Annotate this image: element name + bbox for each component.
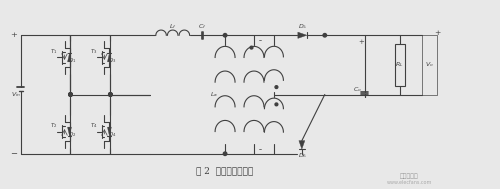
Text: +: + (358, 38, 364, 46)
Text: $C_f$: $C_f$ (198, 22, 207, 31)
Text: $C_o$: $C_o$ (353, 85, 362, 94)
Circle shape (108, 93, 112, 96)
Polygon shape (68, 127, 71, 136)
Circle shape (69, 93, 72, 96)
Text: $D_6$: $D_6$ (298, 151, 307, 160)
Circle shape (250, 46, 253, 49)
Polygon shape (108, 127, 112, 136)
Text: $D_2$: $D_2$ (68, 130, 76, 139)
Text: 电子发烧友: 电子发烧友 (400, 173, 419, 179)
Text: $D_5$: $D_5$ (298, 22, 307, 31)
Text: 图 2  整流柜拓扑简图: 图 2 整流柜拓扑简图 (196, 167, 254, 176)
Text: $D_4$: $D_4$ (108, 130, 116, 139)
Circle shape (224, 152, 227, 156)
Text: $T_4$: $T_4$ (90, 121, 98, 130)
Text: $T_1$: $T_1$ (50, 47, 58, 56)
Bar (422, 35, 437, 94)
Text: $D_1$: $D_1$ (68, 56, 76, 65)
Text: $L_f$: $L_f$ (169, 22, 176, 31)
Circle shape (108, 93, 112, 96)
Circle shape (275, 103, 278, 106)
Polygon shape (108, 53, 112, 62)
Text: +: + (434, 29, 440, 37)
Text: www.elecfans.com: www.elecfans.com (387, 180, 432, 185)
Bar (394, 44, 404, 86)
Circle shape (323, 33, 326, 37)
Polygon shape (68, 53, 71, 62)
Text: $V_o$: $V_o$ (425, 60, 434, 69)
Text: −: − (10, 150, 16, 158)
Polygon shape (299, 141, 305, 149)
Polygon shape (298, 32, 307, 38)
Text: $L_a$: $L_a$ (210, 90, 218, 99)
Text: +: + (10, 31, 16, 39)
Text: $V_{in}$: $V_{in}$ (10, 90, 20, 99)
Circle shape (224, 33, 227, 37)
Circle shape (108, 93, 112, 96)
Text: $D_3$: $D_3$ (108, 56, 116, 65)
Circle shape (69, 93, 72, 96)
Text: $R_L$: $R_L$ (396, 60, 404, 69)
Circle shape (275, 86, 278, 88)
Text: $T_2$: $T_2$ (50, 121, 58, 130)
Circle shape (69, 93, 72, 96)
Text: $T_3$: $T_3$ (90, 47, 98, 56)
